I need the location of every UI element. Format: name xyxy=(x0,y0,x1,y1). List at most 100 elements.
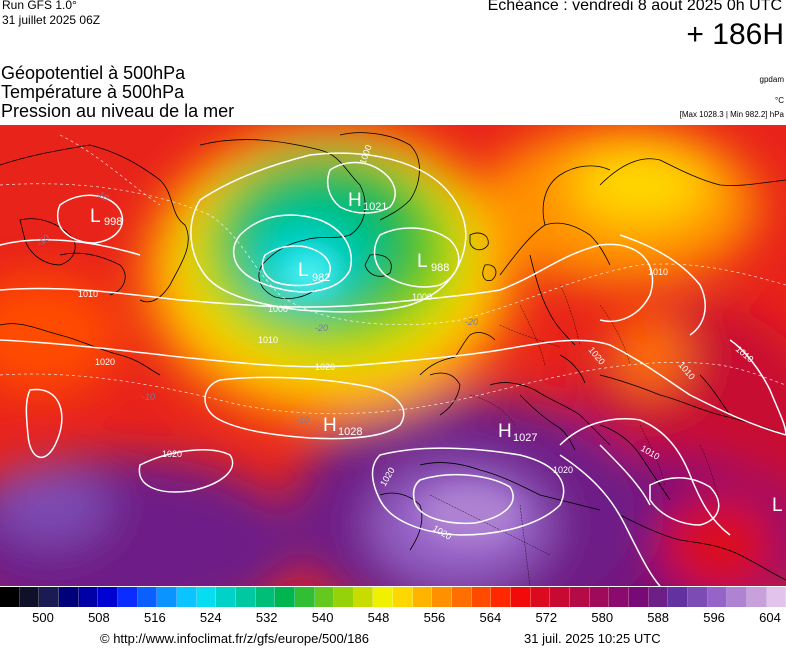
colorbar-swatch xyxy=(176,587,197,607)
colorbar-swatch xyxy=(668,587,688,607)
svg-text:H: H xyxy=(323,415,337,436)
low-center: L 988 xyxy=(417,251,449,274)
colorbar-swatch xyxy=(766,587,786,607)
colorbar-tick-label: 580 xyxy=(591,610,614,625)
colorbar-swatch xyxy=(530,587,551,607)
colorbar-swatch xyxy=(412,587,433,607)
high-center: H 1027 xyxy=(498,421,537,444)
colorbar-tick-label: 588 xyxy=(647,610,669,625)
weather-map-svg: 1000 1000 1000 1010 1010 1010 1010 1010 … xyxy=(0,125,786,586)
colorbar-swatch xyxy=(58,587,79,607)
run-date: 31 juillet 2025 06Z xyxy=(2,13,101,27)
svg-text:1028: 1028 xyxy=(338,426,362,438)
colorbar-swatch xyxy=(746,587,767,607)
colorbar-swatch xyxy=(707,587,728,607)
colorbar-swatch xyxy=(19,587,40,607)
colorbar-tick-label: 604 xyxy=(759,610,781,625)
svg-text:1027: 1027 xyxy=(513,432,537,444)
colorbar-tick-label: 596 xyxy=(703,610,725,625)
colorbar-swatch xyxy=(648,587,669,607)
temperature-label: -20 xyxy=(465,317,478,327)
svg-text:H: H xyxy=(498,421,512,442)
colorbar-tick-label: 524 xyxy=(199,610,222,625)
isobar-label: 1010 xyxy=(648,267,668,277)
colorbar-swatch xyxy=(353,587,374,607)
colorbar-swatch xyxy=(629,587,649,607)
colorbar-swatch xyxy=(196,587,217,607)
colorbar-swatch xyxy=(78,587,99,607)
colorbar-tick-label: 532 xyxy=(255,610,278,625)
temperature-label: -10 xyxy=(142,392,155,402)
colorbar-swatch xyxy=(314,587,335,607)
colorbar-swatch xyxy=(432,587,453,607)
colorbar-swatch xyxy=(452,587,472,607)
colorbar-swatch xyxy=(550,587,571,607)
weather-map: 1000 1000 1000 1010 1010 1010 1010 1010 … xyxy=(0,125,786,586)
svg-text:L: L xyxy=(90,206,101,227)
colorbar-swatch xyxy=(491,587,512,607)
svg-text:L: L xyxy=(417,251,428,272)
temperature-label: -20 xyxy=(315,323,328,333)
coastlines xyxy=(0,132,786,581)
colorbar-swatch xyxy=(294,587,315,607)
colorbar-swatch xyxy=(39,587,59,607)
high-center: H 1028 xyxy=(323,415,362,438)
temperature-labels: -10 -10 -20 -20 -10 -10 xyxy=(35,188,478,425)
temperature-label: -10 xyxy=(296,415,309,425)
svg-text:998: 998 xyxy=(104,216,122,228)
low-center: L 982 xyxy=(298,260,330,284)
colorbar-swatch xyxy=(373,587,394,607)
colorbar-swatch xyxy=(393,587,413,607)
high-center: H 1021 xyxy=(348,190,387,213)
colorbar-swatch xyxy=(609,587,629,607)
colorbar-tick-label: 540 xyxy=(311,610,334,625)
title-geopotential: Géopotentiel à 500hPa xyxy=(1,63,186,83)
forecast-valid-time: Echéance : vendredi 8 aout 2025 0h UTC xyxy=(487,0,782,14)
colorbar-swatch xyxy=(157,587,177,607)
colorbar xyxy=(0,587,786,607)
isobar-label: 1010 xyxy=(78,289,98,299)
svg-text:988: 988 xyxy=(431,262,449,274)
colorbar-swatch xyxy=(511,587,531,607)
isobar-label: 1010 xyxy=(258,335,278,345)
title-pressure: Pression au niveau de la mer xyxy=(1,101,235,121)
colorbar-tick-label: 564 xyxy=(479,610,502,625)
source-credit: © http://www.infoclimat.fr/z/gfs/europe/… xyxy=(100,631,369,646)
colorbar-tick-label: 572 xyxy=(535,610,558,625)
isotherms xyxy=(0,134,786,415)
isobar-label: 1020 xyxy=(95,357,115,367)
svg-text:982: 982 xyxy=(312,272,330,284)
colorbar-swatch xyxy=(235,587,256,607)
colorbar-tick-label: 548 xyxy=(367,610,390,625)
isobar-label: 1020 xyxy=(553,465,573,475)
colorbar-tick-label: 500 xyxy=(32,610,54,625)
colorbar-tick-label: 508 xyxy=(88,610,110,625)
isobar-label: 1000 xyxy=(412,292,432,302)
run-label: Run GFS 1.0° xyxy=(2,0,77,12)
colorbar-tick-label: 556 xyxy=(423,610,446,625)
lead-time: + 186H xyxy=(686,18,784,51)
colorbar-swatch xyxy=(216,587,236,607)
pressure-centers: L 998 H 1021 L 982 L 988 H 1028 H 1027 xyxy=(90,190,783,516)
colorbar-swatch xyxy=(570,587,590,607)
colorbar-swatch xyxy=(275,587,295,607)
isobars xyxy=(0,152,786,586)
svg-text:1021: 1021 xyxy=(363,201,387,213)
title-temperature: Température à 500hPa xyxy=(1,82,185,102)
colorbar-swatch xyxy=(255,587,276,607)
low-center: L xyxy=(772,495,783,516)
isobar-label: 1020 xyxy=(315,362,335,372)
colorbar-swatch xyxy=(0,587,20,607)
svg-text:L: L xyxy=(298,260,309,281)
generated-date: 31 juil. 2025 10:25 UTC xyxy=(524,631,661,646)
colorbar-swatch xyxy=(471,587,492,607)
isobar-label: 1000 xyxy=(268,304,288,314)
colorbar-swatch xyxy=(98,587,118,607)
colorbar-ticks: 500 508 516 524 532 540 548 556 564 572 580 588 596 6… xyxy=(0,610,786,626)
colorbar-swatch xyxy=(117,587,138,607)
colorbar-swatch xyxy=(334,587,354,607)
unit-geopotential: gpdam xyxy=(759,75,784,84)
colorbar-swatch xyxy=(687,587,708,607)
colorbar-swatch xyxy=(727,587,747,607)
colorbar-swatch xyxy=(137,587,158,607)
